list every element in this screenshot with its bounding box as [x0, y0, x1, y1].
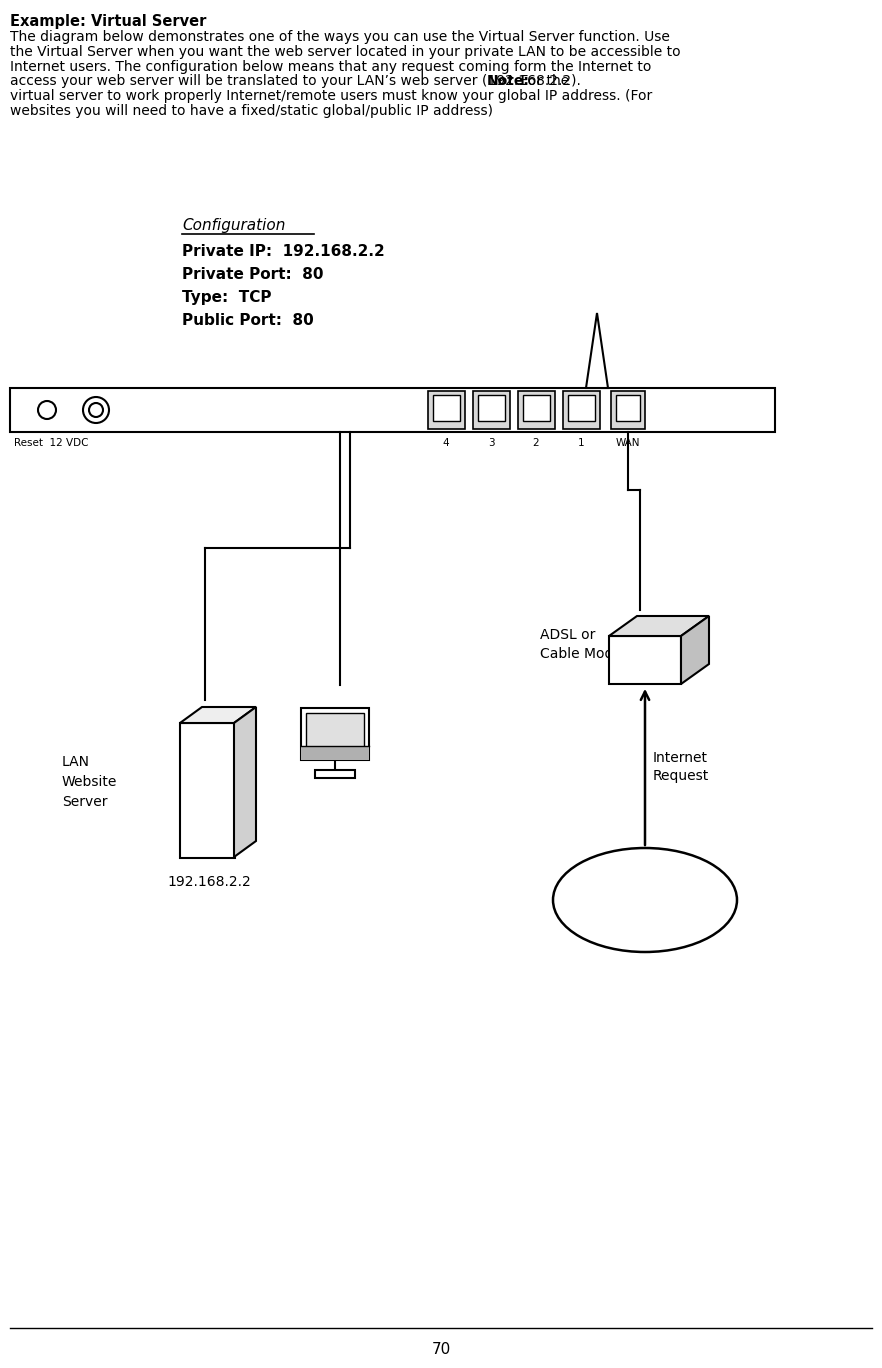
Text: access your web server will be translated to your LAN’s web server (192.168.2.2): access your web server will be translate… [10, 74, 586, 89]
Text: Private Port:  80: Private Port: 80 [182, 267, 324, 282]
Text: 70: 70 [431, 1342, 451, 1357]
Text: Internet
Request: Internet Request [653, 751, 709, 784]
Circle shape [83, 397, 109, 423]
Text: ADSL or
Cable Modem: ADSL or Cable Modem [540, 628, 635, 661]
Polygon shape [609, 616, 709, 636]
Text: 3: 3 [488, 438, 494, 447]
Bar [306, 713, 364, 747]
Text: Example: Virtual Server: Example: Virtual Server [10, 14, 206, 29]
Bar [473, 391, 510, 430]
Text: 192.168.2.2: 192.168.2.2 [167, 876, 250, 889]
Bar [301, 746, 369, 761]
Bar [523, 395, 550, 421]
Text: Private IP:  192.168.2.2: Private IP: 192.168.2.2 [182, 244, 385, 259]
Bar [180, 724, 235, 858]
Bar [433, 395, 460, 421]
Text: Note:: Note: [487, 74, 530, 89]
Bar [568, 395, 595, 421]
Text: 2: 2 [533, 438, 539, 447]
Polygon shape [586, 313, 608, 389]
Bar [609, 636, 681, 684]
Text: Internet: Internet [607, 891, 684, 910]
Bar [616, 395, 640, 421]
Bar [478, 395, 505, 421]
Text: virtual server to work properly Internet/remote users must know your global IP a: virtual server to work properly Internet… [10, 89, 653, 103]
Text: Configuration: Configuration [182, 218, 286, 233]
Polygon shape [681, 616, 709, 684]
Text: websites you will need to have a fixed/static global/public IP address): websites you will need to have a fixed/s… [10, 104, 493, 118]
Text: Public Port:  80: Public Port: 80 [182, 313, 314, 328]
Bar [428, 391, 465, 430]
Text: 1: 1 [578, 438, 584, 447]
Polygon shape [180, 707, 256, 724]
Text: Reset  12 VDC: Reset 12 VDC [14, 438, 88, 447]
Polygon shape [234, 707, 256, 856]
Bar [10, 389, 775, 432]
Text: the Virtual Server when you want the web server located in your private LAN to b: the Virtual Server when you want the web… [10, 45, 681, 59]
Text: For the: For the [516, 74, 570, 89]
Bar [518, 391, 555, 430]
Bar [611, 391, 645, 430]
Text: WAN: WAN [616, 438, 640, 447]
Ellipse shape [553, 848, 737, 952]
Bar [315, 770, 355, 778]
Text: Internet users. The configuration below means that any request coming form the I: Internet users. The configuration below … [10, 60, 652, 74]
Bar [563, 391, 600, 430]
Text: 4: 4 [443, 438, 449, 447]
Circle shape [38, 401, 56, 419]
Bar [301, 709, 369, 761]
Circle shape [89, 404, 103, 417]
Text: LAN
Website
Server: LAN Website Server [62, 755, 117, 808]
Text: Type:  TCP: Type: TCP [182, 290, 272, 305]
Text: The diagram below demonstrates one of the ways you can use the Virtual Server fu: The diagram below demonstrates one of th… [10, 30, 669, 44]
